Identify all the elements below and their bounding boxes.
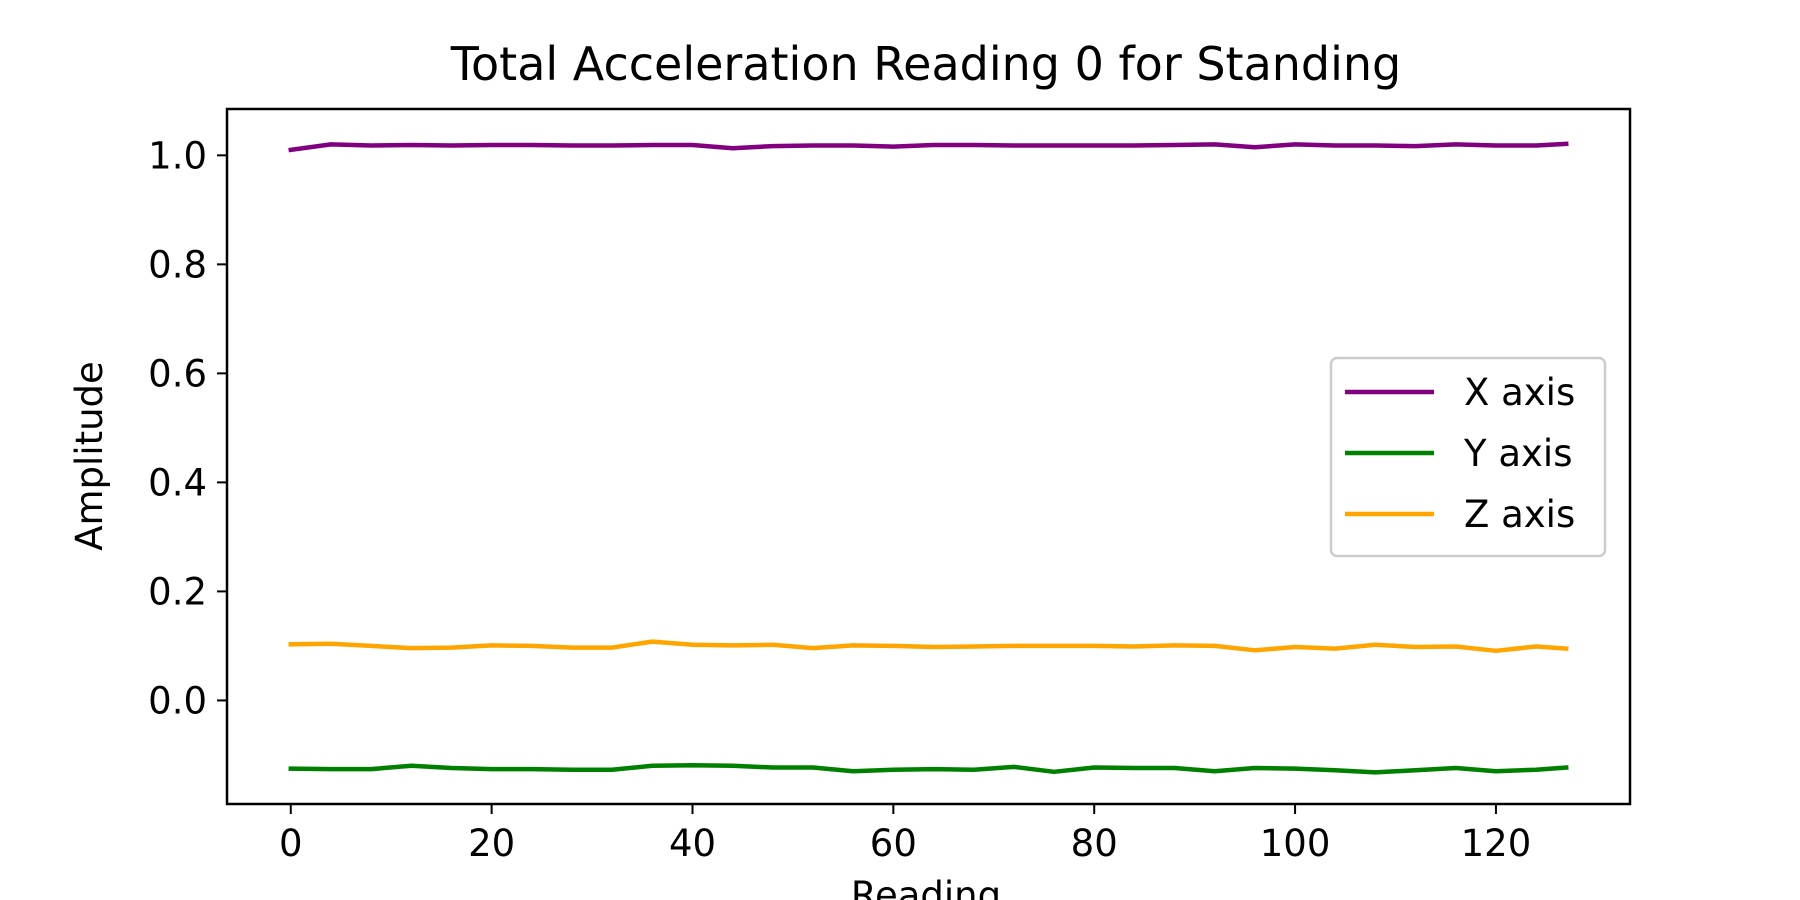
series-line-y-axis (288, 763, 1569, 775)
x-tick-label: 100 (1260, 822, 1331, 865)
series-layer (288, 141, 1569, 775)
x-tick-label: 20 (468, 822, 515, 865)
legend: X axis Y axis Z axis (1329, 356, 1607, 558)
series-line-x-axis (288, 141, 1569, 153)
x-tick-label: 80 (1071, 822, 1118, 865)
y-tick-label: 0.8 (148, 243, 207, 286)
legend-label-x-axis: X axis (1464, 371, 1575, 414)
x-tick-label: 0 (279, 822, 303, 865)
y-tick-label: 0.0 (148, 679, 207, 722)
legend-box (1329, 356, 1607, 558)
series-line-z-axis (288, 639, 1569, 654)
y-axis: 0.0 0.2 0.4 0.6 0.8 1.0 (148, 134, 227, 722)
chart-title: Total Acceleration Reading 0 for Standin… (450, 37, 1402, 91)
y-tick-label: 1.0 (148, 134, 207, 177)
legend-label-y-axis: Y axis (1463, 432, 1573, 475)
y-tick-label: 0.4 (148, 461, 207, 504)
x-axis: 0 20 40 60 80 100 120 (279, 804, 1531, 865)
x-tick-label: 40 (669, 822, 716, 865)
x-tick-label: 60 (870, 822, 917, 865)
plot-frame (225, 107, 1632, 806)
x-tick-label: 120 (1461, 822, 1532, 865)
y-axis-label: Amplitude (68, 361, 111, 551)
x-axis-label: Reading (851, 874, 1001, 900)
y-tick-label: 0.2 (148, 570, 207, 613)
y-tick-label: 0.6 (148, 352, 207, 395)
legend-label-z-axis: Z axis (1464, 493, 1575, 536)
